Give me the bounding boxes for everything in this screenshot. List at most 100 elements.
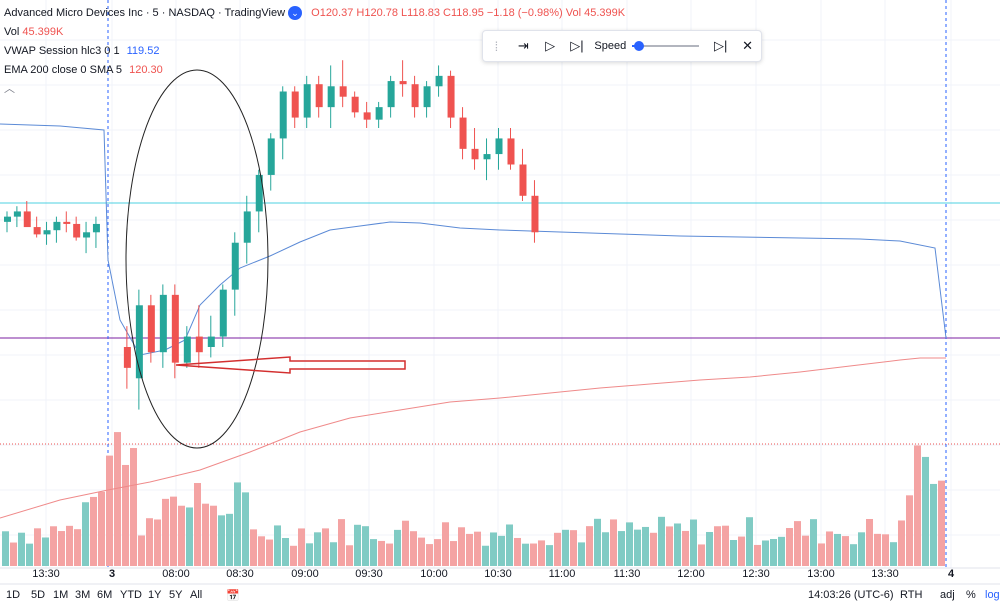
volume-bar bbox=[882, 534, 889, 566]
volume-bar bbox=[610, 519, 617, 566]
volume-bar bbox=[810, 519, 817, 566]
vwap-line bbox=[0, 123, 947, 356]
volume-bar bbox=[210, 505, 217, 566]
volume-bar bbox=[458, 527, 465, 566]
compare-icon[interactable]: ⌄ bbox=[288, 6, 303, 21]
volume-bar bbox=[18, 532, 25, 566]
candle-body bbox=[207, 336, 215, 347]
volume-bar bbox=[186, 507, 193, 566]
volume-bar bbox=[874, 533, 881, 566]
volume-bar bbox=[394, 529, 401, 566]
range-button[interactable]: 1D bbox=[6, 589, 21, 601]
vol-label[interactable]: Vol bbox=[4, 26, 20, 38]
candle-body bbox=[303, 84, 311, 118]
drag-handle-icon[interactable]: ⁞ bbox=[494, 38, 499, 54]
volume-bar bbox=[746, 517, 753, 566]
time-axis-label: 12:00 bbox=[677, 568, 705, 580]
candle-body bbox=[483, 154, 491, 160]
time-axis-label: 11:30 bbox=[613, 568, 641, 580]
volume-bar bbox=[714, 526, 721, 566]
step-forward-icon[interactable]: ▷| bbox=[570, 38, 584, 53]
volume-bar bbox=[538, 540, 545, 566]
speed-slider-knob[interactable] bbox=[634, 41, 645, 51]
log-button[interactable]: log bbox=[985, 589, 1000, 601]
volume-bar bbox=[730, 539, 737, 566]
legend-collapse-icon[interactable]: ︿ bbox=[4, 83, 15, 95]
volume-bar bbox=[338, 519, 345, 566]
volume-bar bbox=[858, 532, 865, 566]
ema-value: 120.30 bbox=[129, 64, 163, 76]
candle-body bbox=[147, 305, 155, 353]
candle-body bbox=[399, 81, 407, 85]
candle-body bbox=[255, 174, 263, 212]
volume-bar bbox=[930, 483, 937, 566]
range-button[interactable]: All bbox=[190, 589, 203, 601]
volume-bar bbox=[690, 519, 697, 566]
volume-bar bbox=[34, 528, 41, 566]
range-button[interactable]: 5Y bbox=[169, 589, 183, 601]
session-button[interactable]: RTH bbox=[900, 589, 923, 601]
volume-bar bbox=[762, 540, 769, 566]
volume-bar bbox=[770, 539, 777, 566]
volume-bar bbox=[898, 520, 905, 566]
range-button[interactable]: 1Y bbox=[148, 589, 162, 601]
candle-body bbox=[23, 211, 31, 228]
candle-body bbox=[279, 91, 287, 139]
candle-body bbox=[363, 112, 371, 120]
volume-bar bbox=[506, 524, 513, 566]
range-button[interactable]: 5D bbox=[31, 589, 46, 601]
volume-bar bbox=[866, 518, 873, 566]
time-axis-label: 13:00 bbox=[807, 568, 835, 580]
candle-body bbox=[459, 117, 467, 149]
candle-body bbox=[495, 138, 503, 155]
volume-bar bbox=[122, 464, 129, 566]
volume-bar bbox=[346, 545, 353, 566]
select-bar-icon[interactable]: ⇥ bbox=[517, 38, 529, 53]
speed-slider[interactable] bbox=[632, 41, 700, 51]
volume-bar bbox=[90, 496, 97, 566]
volume-bar bbox=[138, 535, 145, 566]
chart-legend: Advanced Micro Devices Inc · 5 · NASDAQ … bbox=[4, 4, 625, 99]
ema-label[interactable]: EMA 200 close 0 SMA 5 bbox=[4, 64, 123, 76]
candle-body bbox=[123, 347, 131, 368]
range-button[interactable]: 6M bbox=[97, 589, 113, 601]
ohlc-volume: 45.399K bbox=[584, 7, 626, 19]
range-button[interactable]: 1M bbox=[53, 589, 69, 601]
legend-vol-row: Vol 45.399K bbox=[4, 23, 625, 42]
vwap-label[interactable]: VWAP Session hlc3 0 1 bbox=[4, 45, 120, 57]
jump-to-realtime-icon[interactable]: ▷| bbox=[714, 38, 728, 53]
legend-vwap-row: VWAP Session hlc3 0 1 119.52 bbox=[4, 42, 625, 61]
volume-bar bbox=[154, 519, 161, 566]
annotation-arrow bbox=[175, 356, 406, 374]
annotation-ellipse bbox=[125, 69, 269, 449]
symbol-title[interactable]: Advanced Micro Devices Inc · 5 · NASDAQ … bbox=[4, 7, 286, 19]
candle-body bbox=[267, 138, 275, 175]
time-axis-label: 08:30 bbox=[226, 568, 254, 580]
volume-bar bbox=[842, 536, 849, 566]
range-button[interactable]: YTD bbox=[120, 589, 142, 601]
date-range-icon[interactable]: 📅 bbox=[226, 590, 240, 602]
range-button[interactable]: 3M bbox=[75, 589, 91, 601]
volume-bar bbox=[658, 516, 665, 566]
volume-bar bbox=[562, 529, 569, 566]
chart-grid bbox=[0, 0, 1000, 568]
candle-body bbox=[327, 86, 335, 108]
volume-bar bbox=[234, 482, 241, 566]
volume-bar bbox=[370, 539, 377, 566]
volume-bar bbox=[738, 536, 745, 566]
volume-bar bbox=[642, 526, 649, 566]
close-icon[interactable]: ✕ bbox=[742, 38, 754, 53]
play-icon[interactable]: ▷ bbox=[545, 38, 556, 53]
adj-button[interactable]: adj bbox=[940, 589, 955, 601]
clock-readout[interactable]: 14:03:26 (UTC-6) bbox=[808, 589, 894, 601]
percent-button[interactable]: % bbox=[966, 589, 976, 601]
volume-bar bbox=[586, 526, 593, 566]
volume-bar bbox=[130, 448, 137, 566]
volume-bar bbox=[466, 533, 473, 566]
volume-bar bbox=[226, 513, 233, 566]
vwap-value: 119.52 bbox=[126, 45, 160, 57]
candle-body bbox=[507, 138, 515, 165]
volume-bar bbox=[266, 539, 273, 566]
bottom-toolbar: 1D 5D 1M 3M 6M YTD 1Y 5Y All 📅 14:03:26 (UTC-6) … bbox=[0, 585, 1000, 605]
